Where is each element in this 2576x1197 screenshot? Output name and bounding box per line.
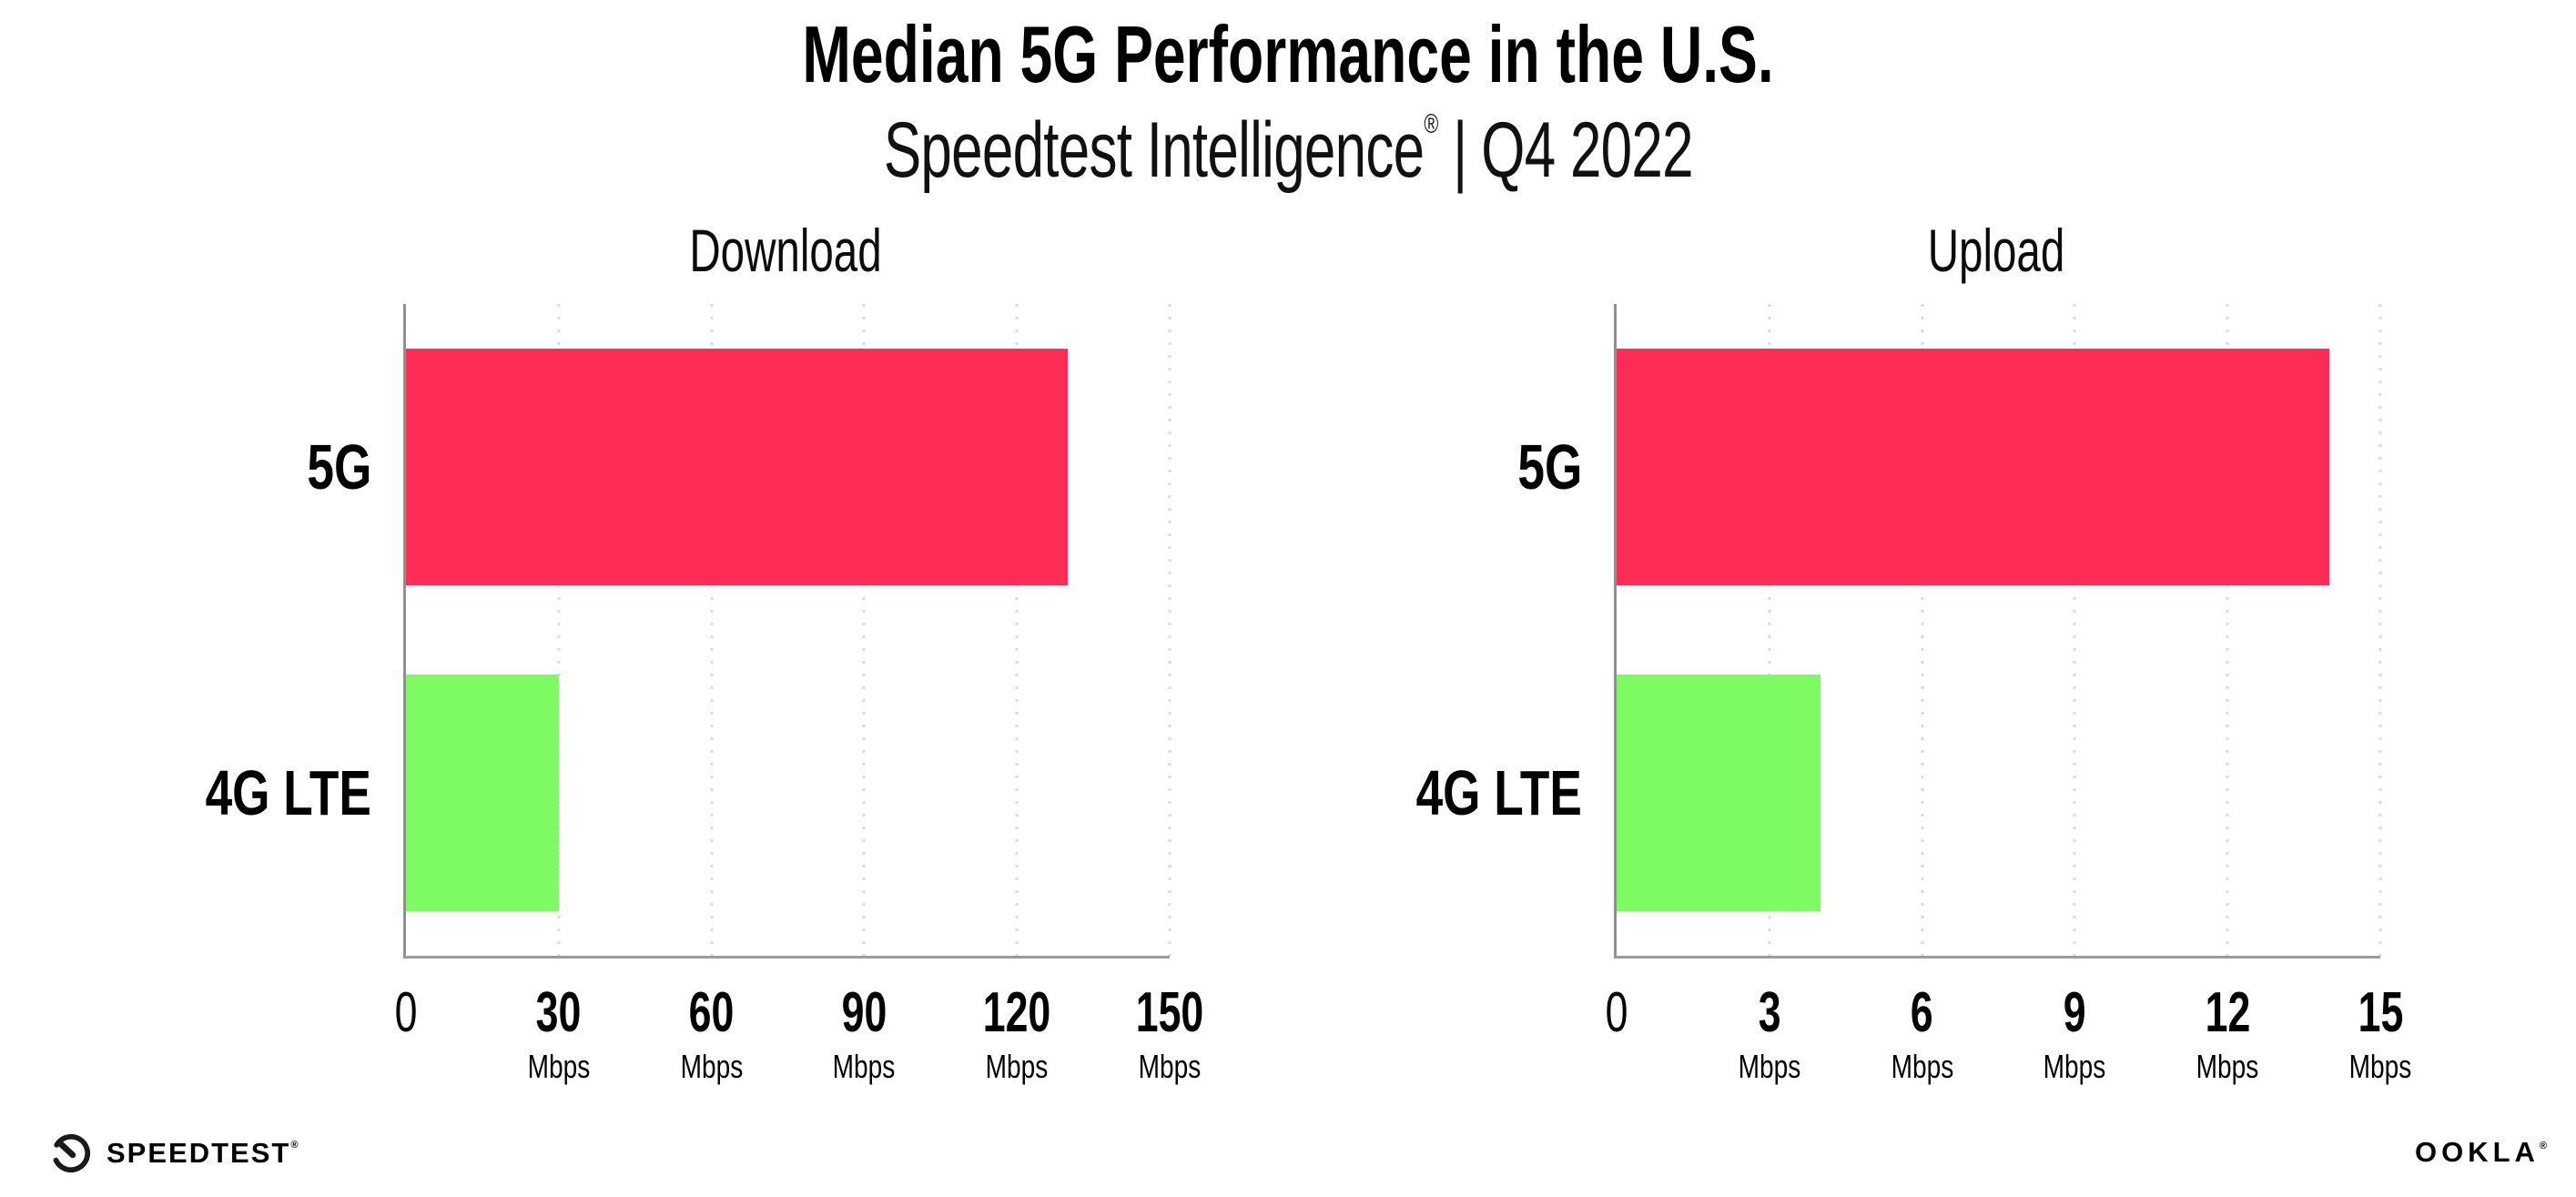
x-tick-unit: Mbps [2348,1048,2412,1085]
speedtest-gauge-icon [51,1133,91,1173]
ookla-wordmark: OOKLA [2414,1136,2540,1168]
x-tick-label: 30 [535,981,582,1044]
gridline-30 [557,304,561,956]
gridline-120 [1015,304,1019,956]
x-tick-label: 15 [2358,981,2403,1044]
x-tick-3: 3 Mbps [1729,956,1810,1083]
subtitle-brand: Speedtest Intelligence [883,107,1425,194]
chart-title-download: Download [688,217,882,284]
category-label-5g: 5G [307,431,371,502]
x-tick-label: 150 [1135,981,1204,1044]
x-tick-label: 120 [982,981,1051,1044]
x-tick-90: 90 Mbps [824,956,904,1083]
x-tick-unit: Mbps [2044,1048,2106,1085]
x-tick-0: 0 [390,956,421,1041]
x-tick-60: 60 Mbps [672,956,752,1083]
x-tick-label: 60 [688,981,735,1044]
x-tick-unit: Mbps [985,1048,1049,1085]
bar-4g-lte [406,675,559,911]
x-tick-label: 6 [1911,981,1934,1044]
chart-download: Download 0 30 Mbps 60 Mbps 90 Mbps 120 Mbps 150 Mb… [206,220,1204,1083]
gridline-12 [2226,304,2229,956]
category-label-4g-lte: 4G LTE [1415,757,1582,828]
x-tick-unit: Mbps [1738,1048,1801,1085]
x-tick-120: 120 Mbps [969,956,1063,1083]
bar-5g [1617,349,2330,585]
chart-upload: Upload 0 3 Mbps 6 Mbps 9 Mbps 12 Mbps 15 Mbps 5G 4G … [1416,220,2412,1083]
x-tick-label: 3 [1758,981,1781,1044]
x-tick-unit: Mbps [833,1048,896,1085]
subtitle-period: Q4 2022 [1480,107,1693,194]
header: Median 5G Performance in the U.S. Speedt… [0,0,2576,190]
chart-title-upload: Upload [1927,217,2064,284]
gridline-90 [862,304,866,956]
gridline-60 [710,304,714,956]
x-tick-unit: Mbps [1138,1048,1202,1085]
x-tick-label: 12 [2205,981,2251,1044]
x-tick-unit: Mbps [527,1048,591,1085]
x-tick-unit: Mbps [2196,1048,2259,1085]
x-tick-label: 9 [2063,981,2086,1044]
category-label-4g-lte: 4G LTE [205,757,371,828]
plot-area-upload: 0 3 Mbps 6 Mbps 9 Mbps 12 Mbps 15 Mbps 5G 4G LTE [1416,304,2411,1083]
x-tick-label: 0 [394,981,418,1044]
registered-mark-icon: ® [1423,109,1438,139]
x-tick-150: 150 Mbps [1122,956,1216,1083]
x-tick-6: 6 Mbps [1882,956,1962,1083]
gridline-150 [1168,304,1171,956]
x-tick-unit: Mbps [680,1048,743,1085]
x-tick-0: 0 [1601,956,1632,1041]
category-label-5g: 5G [1517,431,1582,502]
plot-area-download: 0 30 Mbps 60 Mbps 90 Mbps 120 Mbps 150 Mbps 5G 4G LT… [206,304,1203,1083]
x-tick-30: 30 Mbps [519,956,599,1083]
x-tick-label: 90 [841,981,887,1044]
page-subtitle: Speedtest Intelligence® | Q4 2022 [0,109,2576,190]
subtitle-separator: | [1452,107,1467,194]
speedtest-wordmark: SPEEDTEST® [106,1136,299,1169]
x-tick-unit: Mbps [1891,1048,1953,1085]
ookla-registered-mark-icon: ® [2539,1141,2547,1151]
x-tick-label: 0 [1605,981,1628,1044]
ookla-logo: OOKLA® [2415,1138,2547,1166]
x-tick-12: 12 Mbps [2187,956,2267,1083]
gridline-9 [2073,304,2076,956]
x-tick-9: 9 Mbps [2034,956,2115,1083]
page-title: Median 5G Performance in the U.S. [802,9,1774,99]
bar-5g [406,349,1069,585]
gridline-15 [2378,304,2382,956]
speedtest-logo: SPEEDTEST® [50,1131,298,1173]
gridline-6 [1921,304,1924,956]
speedtest-registered-mark-icon: ® [290,1139,299,1151]
gridline-3 [1768,304,1771,956]
x-tick-15: 15 Mbps [2340,956,2420,1083]
bar-4g-lte [1617,675,1820,911]
